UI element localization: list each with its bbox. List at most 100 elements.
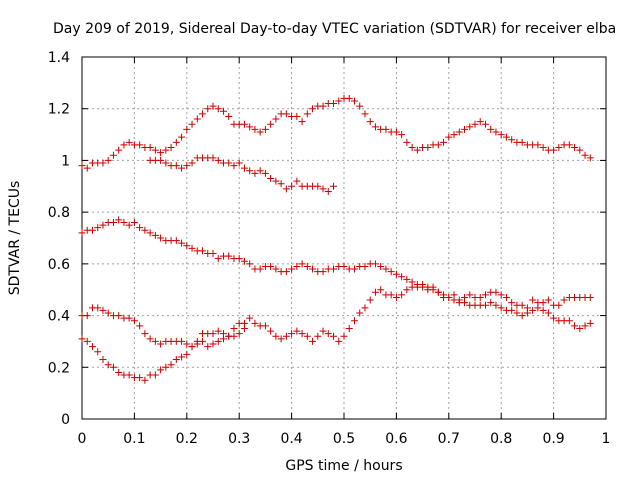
data-point xyxy=(539,144,547,151)
data-point xyxy=(94,348,102,356)
data-point xyxy=(508,136,516,144)
data-point xyxy=(539,299,547,307)
data-point xyxy=(214,327,222,335)
data-point xyxy=(246,260,254,268)
data-point xyxy=(204,105,212,113)
data-point xyxy=(586,319,594,327)
data-point xyxy=(282,332,290,340)
data-point xyxy=(356,102,364,110)
data-point xyxy=(319,327,327,335)
x-tick-label: 0.6 xyxy=(385,431,407,447)
data-point xyxy=(502,293,510,301)
data-point xyxy=(136,141,144,149)
data-point xyxy=(487,299,495,307)
data-point xyxy=(172,356,180,364)
data-point xyxy=(565,317,573,325)
data-point xyxy=(115,146,123,154)
data-point xyxy=(94,224,102,232)
data-point xyxy=(104,361,112,369)
data-point xyxy=(309,265,317,273)
data-point xyxy=(141,376,149,384)
data-point xyxy=(298,330,306,338)
data-point xyxy=(183,162,191,170)
data-point xyxy=(340,262,348,270)
data-point xyxy=(560,296,568,304)
data-point xyxy=(277,180,285,188)
y-tick-labels: 0 0.2 0.4 0.6 0.8 1 1.2 1.4 xyxy=(48,50,70,428)
x-tick-label: 0.1 xyxy=(123,431,145,447)
series-lower-a xyxy=(78,283,594,351)
data-point xyxy=(83,337,91,345)
x-tick-label: 0 xyxy=(78,431,87,447)
data-point xyxy=(303,262,311,270)
data-point xyxy=(492,288,500,296)
data-point xyxy=(371,288,379,296)
data-point xyxy=(136,374,144,382)
data-point xyxy=(550,146,558,154)
data-point xyxy=(398,273,406,281)
data-point xyxy=(303,332,311,340)
data-point xyxy=(576,325,584,332)
data-point xyxy=(235,159,243,167)
data-point xyxy=(476,118,484,126)
data-point xyxy=(151,146,159,154)
data-point xyxy=(581,322,589,330)
data-point xyxy=(99,306,107,314)
data-point xyxy=(172,162,180,170)
data-point xyxy=(157,366,165,374)
data-point xyxy=(188,343,196,351)
data-point xyxy=(162,159,170,167)
data-point xyxy=(136,322,144,330)
data-point xyxy=(576,146,584,154)
data-point xyxy=(571,144,579,151)
data-point xyxy=(356,309,364,317)
data-point xyxy=(319,102,327,110)
data-point xyxy=(429,283,437,291)
data-point xyxy=(413,146,421,154)
data-point xyxy=(461,293,469,301)
data-point xyxy=(445,293,453,301)
data-point xyxy=(550,314,558,322)
data-point xyxy=(136,224,144,232)
data-point xyxy=(146,144,154,151)
data-point xyxy=(151,337,159,345)
x-tick-labels: 0 0.1 0.2 0.3 0.4 0.5 0.6 0.7 0.8 0.9 1 xyxy=(78,431,611,447)
x-tick-label: 0.5 xyxy=(333,431,355,447)
data-point xyxy=(99,356,107,364)
data-point xyxy=(518,138,526,146)
data-point xyxy=(476,293,484,301)
data-point xyxy=(157,340,165,348)
data-point xyxy=(214,337,222,345)
data-point xyxy=(267,175,275,183)
data-point xyxy=(497,304,505,312)
data-point xyxy=(104,156,112,164)
data-point xyxy=(298,260,306,268)
data-point xyxy=(188,244,196,252)
data-point xyxy=(209,250,217,258)
data-point xyxy=(481,291,489,299)
data-point xyxy=(565,141,573,149)
data-point xyxy=(471,120,479,128)
data-point xyxy=(403,275,411,283)
data-point xyxy=(424,286,432,294)
data-point xyxy=(371,123,379,131)
data-point xyxy=(209,330,217,338)
x-tick-label: 0.8 xyxy=(490,431,512,447)
data-point xyxy=(319,185,327,193)
data-point xyxy=(251,319,259,327)
data-point xyxy=(340,332,348,340)
y-tick-label: 1 xyxy=(61,153,70,169)
data-point xyxy=(162,363,170,371)
data-point xyxy=(466,123,474,131)
data-point xyxy=(151,231,159,239)
data-point xyxy=(109,218,117,226)
data-point xyxy=(581,151,589,159)
data-point xyxy=(403,286,411,294)
data-point xyxy=(518,312,526,320)
data-point xyxy=(335,337,343,345)
data-point xyxy=(230,325,238,332)
data-point xyxy=(125,138,133,146)
data-point xyxy=(314,182,322,190)
data-point xyxy=(178,164,186,172)
